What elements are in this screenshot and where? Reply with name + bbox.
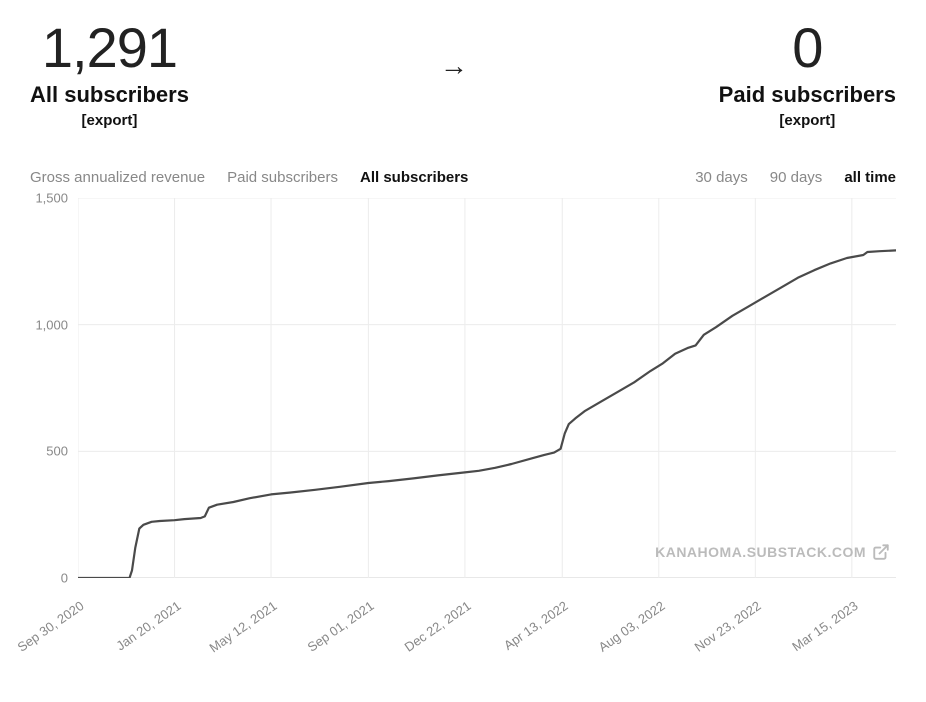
all-subscribers-label: All subscribers — [30, 82, 189, 108]
range-90-days[interactable]: 90 days — [770, 169, 823, 186]
tab-paid-subscribers[interactable]: Paid subscribers — [227, 169, 338, 186]
x-tick-label: May 12, 2021 — [207, 598, 280, 655]
chart-svg — [78, 198, 896, 578]
y-tick-label: 1,500 — [35, 191, 68, 206]
x-tick-label: Mar 15, 2023 — [789, 598, 860, 654]
arrow-icon: → — [440, 50, 468, 82]
x-tick-label: Apr 13, 2022 — [501, 598, 571, 653]
y-tick-label: 0 — [61, 571, 68, 586]
paid-subscribers-label: Paid subscribers — [719, 82, 896, 108]
stats-header: 1,291 All subscribers [export] → 0 Paid … — [30, 20, 896, 129]
metric-tabs: Gross annualized revenue Paid subscriber… — [30, 169, 468, 186]
paid-subscribers-stat: 0 Paid subscribers [export] — [719, 20, 896, 129]
y-axis: 05001,0001,500 — [30, 198, 74, 578]
x-tick-label: Dec 22, 2021 — [402, 598, 474, 655]
x-tick-label: Jan 20, 2021 — [113, 598, 183, 653]
range-all-time[interactable]: all time — [844, 169, 896, 186]
range-30-days[interactable]: 30 days — [695, 169, 748, 186]
x-tick-label: Aug 03, 2022 — [595, 598, 667, 655]
x-tick-label: Sep 01, 2021 — [305, 598, 377, 655]
all-subscribers-count: 1,291 — [30, 20, 189, 76]
x-tick-label: Sep 30, 2020 — [15, 598, 87, 655]
y-tick-label: 1,000 — [35, 317, 68, 332]
watermark: KANAHOMA.SUBSTACK.COM — [655, 543, 890, 561]
y-tick-label: 500 — [46, 444, 68, 459]
watermark-text: KANAHOMA.SUBSTACK.COM — [655, 544, 866, 560]
range-tabs: 30 days 90 days all time — [695, 169, 896, 186]
x-tick-label: Nov 23, 2022 — [692, 598, 764, 655]
x-axis: Sep 30, 2020Jan 20, 2021May 12, 2021Sep … — [78, 588, 896, 658]
chart-controls: Gross annualized revenue Paid subscriber… — [30, 169, 896, 186]
export-all-subscribers-link[interactable]: [export] — [30, 112, 189, 129]
tab-all-subscribers[interactable]: All subscribers — [360, 169, 468, 186]
all-subscribers-stat: 1,291 All subscribers [export] — [30, 20, 189, 129]
dashboard-container: 1,291 All subscribers [export] → 0 Paid … — [0, 0, 926, 688]
tab-gross-revenue[interactable]: Gross annualized revenue — [30, 169, 205, 186]
paid-subscribers-count: 0 — [719, 20, 896, 76]
external-link-icon — [872, 543, 890, 561]
plot-area: KANAHOMA.SUBSTACK.COM — [78, 198, 896, 578]
chart-area: 05001,0001,500 KANAHOMA.SUBSTACK.COM Sep… — [30, 198, 896, 658]
export-paid-subscribers-link[interactable]: [export] — [719, 112, 896, 129]
